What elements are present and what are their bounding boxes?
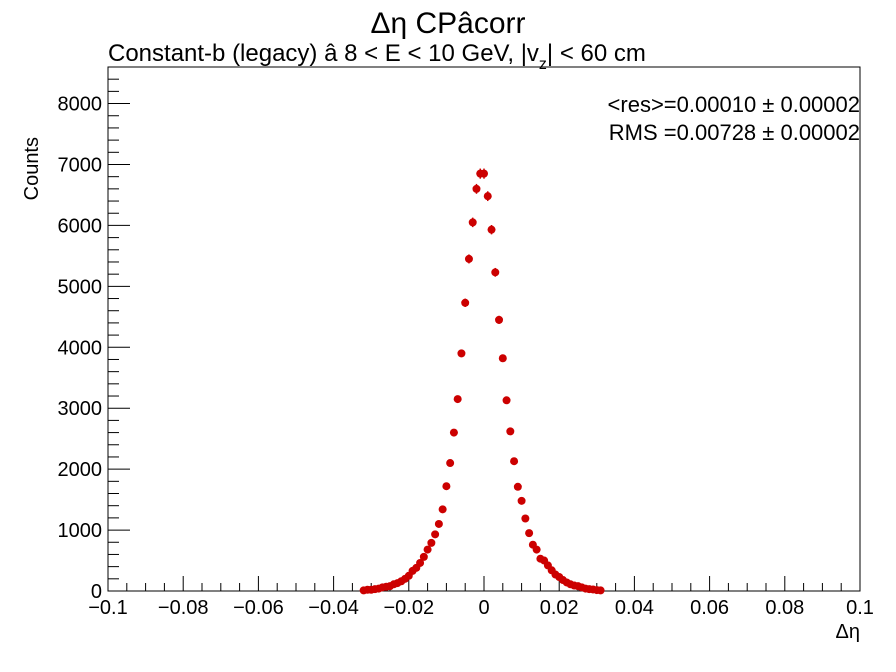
data-point [419, 552, 428, 561]
data-point [461, 298, 470, 307]
x-tick-label: 0.08 [765, 597, 804, 619]
x-tick-label: −0.1 [88, 597, 127, 619]
data-point [483, 192, 492, 201]
data-point [525, 529, 534, 538]
chart-subtitle-subscript: z [539, 56, 547, 73]
y-tick-label: 2000 [58, 459, 103, 481]
data-point [517, 496, 526, 505]
data-point [449, 428, 458, 437]
data-point [423, 545, 432, 554]
data-point [457, 349, 466, 358]
data-point [480, 169, 488, 178]
data-point [487, 225, 496, 234]
y-tick-label: 8000 [58, 94, 103, 116]
data-point [416, 558, 425, 567]
y-axis-label: Counts [21, 137, 43, 200]
x-tick-label: 0.04 [615, 597, 654, 619]
data-point [491, 268, 500, 277]
chart-subtitle-prefix: Constant-b (legacy) â 8 < E < 10 GeV, |v [108, 40, 539, 67]
data-point [596, 586, 605, 595]
x-tick-label: 0 [478, 597, 489, 619]
data-point [446, 459, 455, 468]
stats-mean: <res>=0.00010 ± 0.00002 [608, 92, 860, 117]
x-tick-label: 0.02 [540, 597, 579, 619]
x-tick-label: 0.1 [846, 597, 874, 619]
y-tick-label: 1000 [58, 520, 103, 542]
x-axis-tick-labels: −0.1 −0.08 −0.06 −0.04 −0.02 0 0.02 0.04 0.06 0.0… [88, 597, 874, 619]
y-tick-label: 6000 [58, 215, 103, 237]
data-point [498, 354, 507, 363]
data-points [359, 168, 605, 595]
data-point [431, 530, 440, 539]
data-point [510, 457, 519, 466]
y-tick-label: 7000 [58, 154, 103, 176]
y-axis-tick-labels: 0 1000 2000 3000 4000 5000 6000 7000 8000 [58, 94, 103, 603]
x-axis-ticks [107, 576, 861, 591]
data-point [521, 514, 530, 523]
data-point [464, 254, 473, 263]
chart-title: Δη CPâcorr [370, 7, 525, 40]
y-axis-ticks [108, 66, 130, 592]
x-tick-label: −0.04 [308, 597, 359, 619]
data-point [442, 482, 451, 491]
chart-subtitle: Constant-b (legacy) â 8 < E < 10 GeV, |v… [108, 40, 646, 73]
x-tick-label: −0.06 [233, 597, 284, 619]
data-point [427, 538, 436, 547]
x-tick-label: −0.08 [158, 597, 209, 619]
y-tick-label: 0 [91, 581, 102, 603]
data-point [495, 315, 504, 324]
data-point [506, 427, 515, 436]
data-point [438, 505, 447, 514]
data-point [434, 519, 443, 528]
x-tick-label: −0.02 [383, 597, 434, 619]
y-tick-label: 4000 [58, 337, 103, 359]
data-point [502, 396, 511, 405]
x-axis-label: Δη [836, 621, 860, 643]
data-point [513, 482, 522, 491]
plot-frame [107, 66, 861, 592]
y-tick-label: 3000 [58, 398, 103, 420]
chart-subtitle-suffix: | < 60 cm [547, 40, 646, 67]
x-tick-label: 0.06 [690, 597, 729, 619]
data-point [532, 545, 541, 554]
stats-rms: RMS =0.00728 ± 0.00002 [609, 120, 860, 145]
data-point [453, 395, 462, 404]
data-point [472, 184, 481, 193]
y-tick-label: 5000 [58, 276, 103, 298]
data-point [468, 218, 477, 227]
